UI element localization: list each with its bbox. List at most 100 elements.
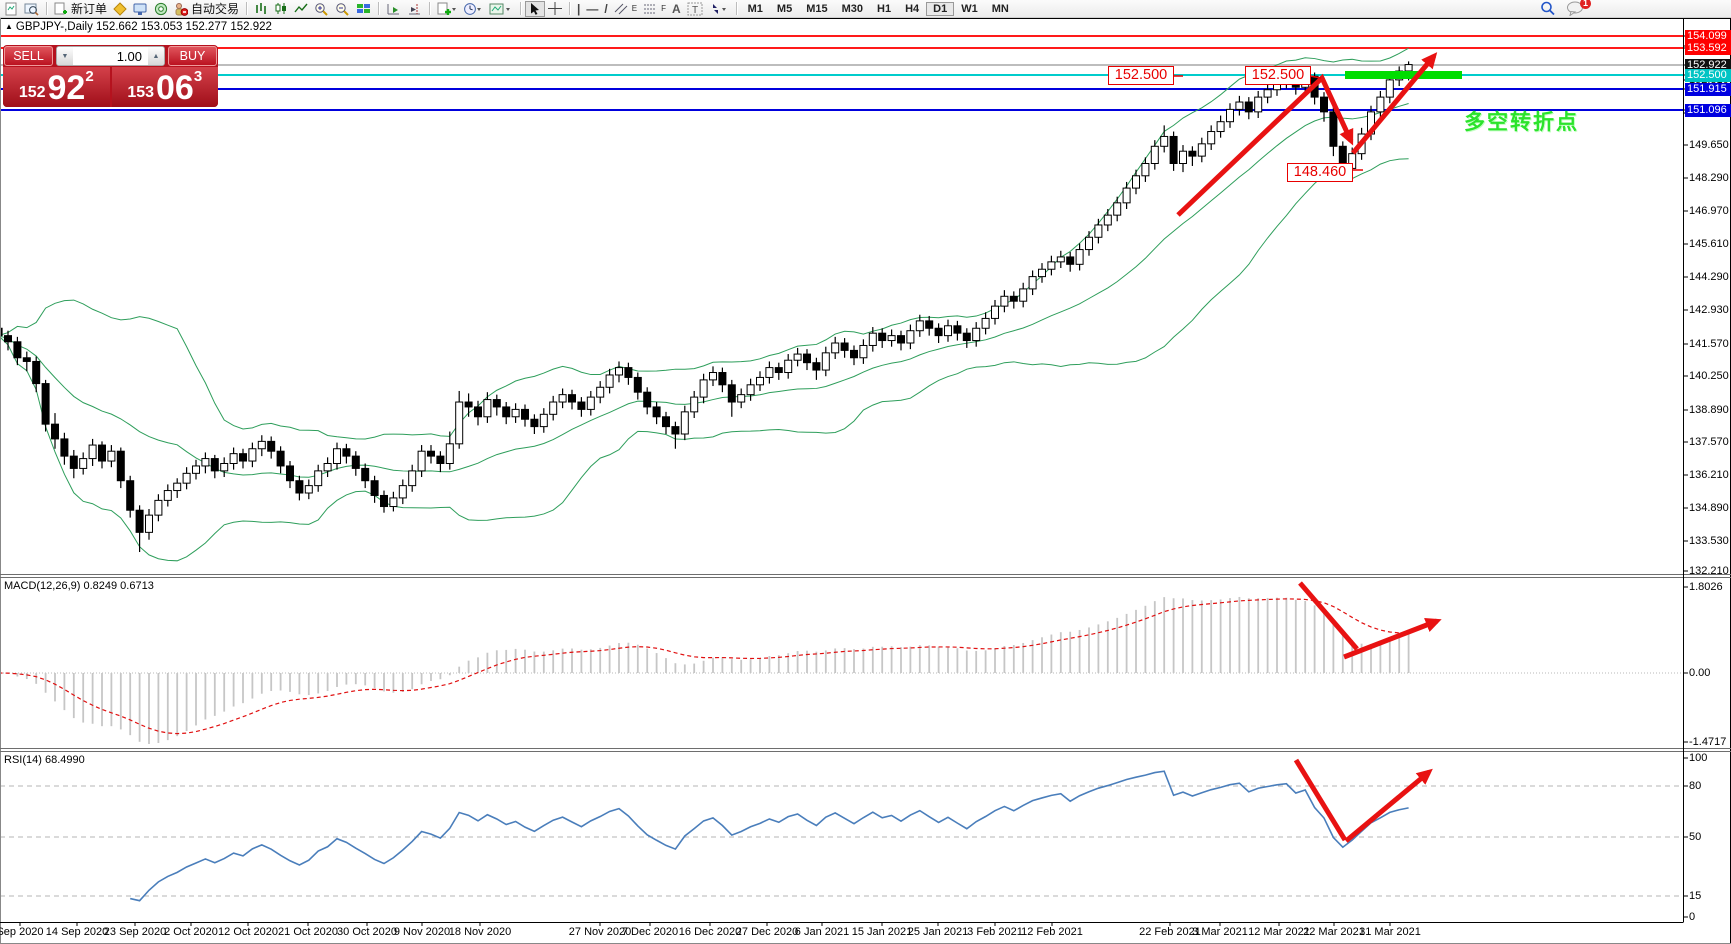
buy-price-sup: 3 (193, 68, 203, 85)
price-level-badge: 154.099 (1685, 29, 1731, 43)
price-level-badge: 152.922 (1685, 58, 1731, 72)
macd-axis-tick: -1.4717 (1689, 736, 1727, 748)
new-chart-icon[interactable] (2, 1, 21, 17)
tf-h1[interactable]: H1 (877, 2, 892, 15)
volume-control: ▼ 1.00 ▲ (56, 46, 165, 66)
tf-mn[interactable]: MN (991, 2, 1009, 15)
macd-axis-tick: 0.00 (1689, 667, 1711, 679)
tf-w1[interactable]: W1 (961, 2, 978, 15)
equidistant-channel-tool[interactable]: E (611, 1, 640, 17)
cursor-tool[interactable] (525, 0, 546, 17)
sell-price-sup: 2 (85, 68, 94, 85)
date-axis-label: 6 Jan 2021 (794, 926, 850, 938)
strategy-tester-icon[interactable] (151, 1, 171, 17)
toolbar-separator (520, 2, 522, 15)
autotrading-label: 自动交易 (191, 2, 240, 16)
date-axis-label: 12 Mar 2021 (1248, 926, 1310, 938)
chat-icon[interactable]: 1 (1566, 0, 1591, 21)
toolbar: 新订单 自动交易 | — / E F A (0, 0, 1731, 18)
date-axis-label: 9 Nov 2020 (393, 926, 451, 938)
data-window-icon[interactable] (21, 1, 42, 17)
tile-windows-icon[interactable] (353, 1, 374, 17)
svg-text:T: T (692, 5, 698, 16)
zoom-in-icon[interactable] (311, 1, 332, 17)
price-level-badge: 151.915 (1685, 82, 1731, 96)
volume-increase-button[interactable]: ▲ (148, 47, 164, 65)
date-axis-label: 12 Oct 2020 (218, 926, 278, 938)
sell-price[interactable]: 152 92 2 (3, 67, 110, 107)
price-axis-tick: 149.650 (1689, 139, 1729, 151)
indicators-icon[interactable] (434, 1, 460, 17)
auto-scroll-icon[interactable] (383, 1, 404, 17)
symbol-dropdown-marker[interactable]: ▲ (5, 22, 13, 31)
chart-price-callout: 152.500 (1108, 66, 1174, 85)
fibonacci-tool[interactable]: F (640, 1, 669, 17)
rsi-axis-tick: 80 (1689, 780, 1702, 792)
price-axis-tick: 144.290 (1689, 271, 1729, 283)
date-axis-label: 2 Oct 2020 (164, 926, 218, 938)
rsi-axis-tick: 50 (1689, 831, 1702, 843)
sell-button[interactable]: SELL (4, 46, 53, 66)
price-level-badge: 151.096 (1685, 103, 1731, 117)
tf-h4[interactable]: H4 (905, 2, 920, 15)
toolbar-separator (46, 2, 47, 15)
date-axis-label: 3 Feb 2021 (967, 926, 1023, 938)
date-axis-label: 27 Dec 2020 (735, 926, 799, 938)
volume-decrease-button[interactable]: ▼ (57, 47, 73, 65)
tf-m1[interactable]: M1 (747, 2, 763, 15)
tf-m30[interactable]: M30 (841, 2, 864, 15)
candlestick-chart-icon[interactable] (271, 1, 291, 17)
metaeditor-icon[interactable] (110, 1, 130, 17)
search-icon[interactable] (1540, 1, 1556, 21)
terminal-icon[interactable] (130, 1, 151, 17)
volume-input[interactable]: 1.00 (73, 47, 148, 65)
buy-price-big: 06 (156, 69, 194, 107)
bar-chart-icon[interactable] (251, 1, 271, 17)
price-axis-tick: 133.530 (1689, 535, 1729, 547)
line-chart-icon[interactable] (291, 1, 311, 17)
sell-price-big: 92 (47, 69, 86, 107)
price-axis-tick: 142.930 (1689, 304, 1729, 316)
text-label-tool[interactable]: T (684, 1, 706, 17)
channel-letter: E (631, 4, 638, 13)
fibo-letter: F (661, 4, 666, 13)
date-axis-label: 27 Nov 2020 (568, 926, 632, 938)
tf-m15[interactable]: M15 (806, 2, 828, 15)
buy-price-prefix: 153 (127, 84, 155, 101)
templates-icon[interactable] (486, 1, 516, 17)
trendline-tool[interactable]: / (604, 1, 608, 16)
price-axis-tick: 140.250 (1689, 370, 1729, 382)
new-order-button[interactable]: 新订单 (51, 1, 110, 17)
date-axis-label: 7 Dec 2020 (621, 926, 679, 938)
periods-icon[interactable] (460, 1, 486, 17)
buy-button[interactable]: BUY (168, 46, 217, 66)
toolbar-separator (378, 2, 380, 15)
autotrading-button[interactable]: 自动交易 (171, 1, 242, 17)
price-axis-tick: 145.610 (1689, 238, 1729, 250)
text-tool[interactable]: A (671, 1, 681, 16)
horizontal-line-tool[interactable]: — (586, 1, 599, 16)
chart-shift-icon[interactable] (404, 1, 425, 17)
rsi-label: RSI(14) 68.4990 (4, 754, 85, 766)
date-axis-label: 22 Mar 2021 (1303, 926, 1365, 938)
vertical-line-tool[interactable]: | (577, 1, 581, 16)
crosshair-tool[interactable] (545, 1, 565, 17)
price-axis-tick: 132.210 (1689, 565, 1729, 577)
price-level-badge: 153.592 (1685, 41, 1731, 55)
zoom-out-icon[interactable] (332, 1, 353, 17)
sell-price-prefix: 152 (18, 84, 46, 101)
price-level-badge: 152.500 (1685, 68, 1731, 82)
buy-price[interactable]: 153 06 3 (111, 67, 218, 107)
turning-point-annotation[interactable]: 多空转折点 (1464, 111, 1579, 134)
price-axis-tick: 134.890 (1689, 502, 1729, 514)
macd-label: MACD(12,26,9) 0.8249 0.6713 (4, 580, 154, 592)
date-axis-label: 23 Sep 2020 (103, 926, 167, 938)
arrows-tool[interactable] (706, 1, 732, 17)
chart-price-callout: 152.500 (1245, 66, 1311, 85)
toolbar-separator (429, 2, 431, 15)
date-axis-label: 31 Mar 2021 (1359, 926, 1421, 938)
tf-d1[interactable]: D1 (926, 1, 955, 16)
price-axis-tick: 137.570 (1689, 436, 1729, 448)
tf-m5[interactable]: M5 (776, 2, 793, 15)
